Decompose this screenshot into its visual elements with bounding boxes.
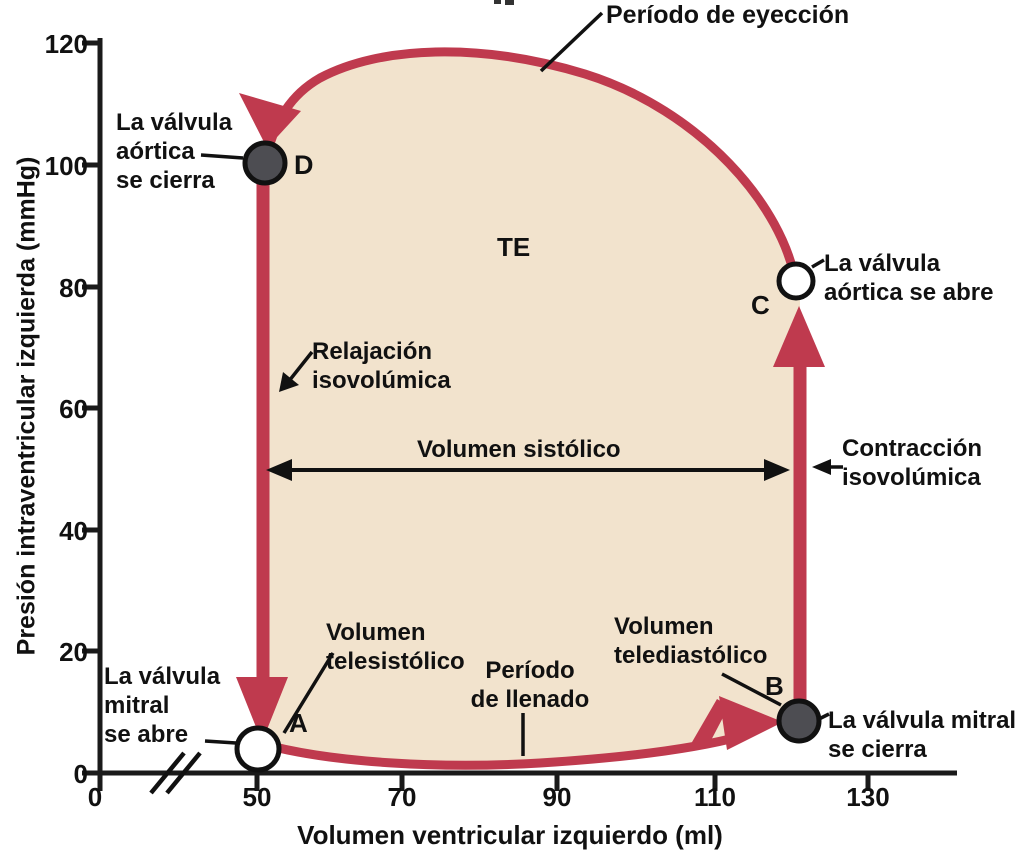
ejection-curve [261, 47, 801, 290]
label-line: se abre [104, 721, 189, 749]
label-line: aórtica se abre [824, 279, 994, 307]
axis-break-slash-1 [149, 751, 186, 795]
label-isovolumic-contraction: Contracción isovolúmica [842, 434, 982, 492]
x-axis-title: Volumen ventricular izquierdo (ml) [297, 820, 723, 850]
y-tick-label-120: 120 [44, 29, 88, 59]
point-b-marker [776, 698, 822, 744]
point-c-label: C [751, 290, 770, 320]
cropped-text-artifact [505, 0, 514, 5]
label-line: La válvula [104, 663, 221, 690]
label-line: Período [485, 657, 575, 684]
relaxation-pointer-shaft [287, 350, 314, 383]
x-tick-label-130: 130 [846, 782, 890, 812]
x-tick-label-50: 50 [242, 782, 272, 812]
label-line: telesistólico [326, 648, 465, 676]
label-mitral-valve-opens: La válvula mitral se abre [104, 662, 220, 749]
arrowhead-into-b [719, 696, 783, 750]
y-tick-label-60: 60 [59, 394, 88, 424]
label-isovolumic-relaxation: Relajación isovolúmica [312, 337, 451, 395]
point-d-label: D [294, 150, 314, 180]
point-c-marker [776, 261, 816, 301]
label-line: La válvula [116, 109, 233, 136]
label-filling-period: Período de llenado [450, 656, 610, 714]
aortic-closes-leader-line [200, 153, 244, 160]
label-line: Volumen [326, 619, 426, 646]
label-line: telediastólico [614, 642, 768, 670]
arrowhead-above-a [236, 677, 288, 742]
label-line: La válvula [824, 250, 941, 277]
x-tick-label-0: 0 [87, 782, 103, 812]
x-tick-label-110: 110 [694, 782, 736, 812]
y-tick-label-80: 80 [59, 273, 88, 303]
end-diastolic-leader-line [721, 672, 782, 707]
arrowhead-tail-kink [688, 699, 729, 749]
label-end-systolic-volume: Volumen telesistólico [326, 618, 465, 676]
mitral-opens-leader-line [204, 739, 237, 745]
label-line: Relajación [312, 338, 433, 365]
point-b-label: B [765, 671, 784, 701]
x-tick-label-90: 90 [542, 782, 572, 812]
loop-fill [258, 49, 800, 769]
contraction-pointer-head [812, 459, 831, 475]
axis-break-slash-2 [165, 751, 202, 795]
label-line: de llenado [470, 686, 590, 714]
y-tick-label-40: 40 [59, 516, 88, 546]
stroke-volume-arrow-left-head [266, 459, 292, 481]
label-line: se cierra [116, 167, 215, 195]
x-tick-label-70: 70 [387, 782, 417, 812]
end-systolic-leader-line [282, 652, 335, 734]
label-end-diastolic-volume: Volumen telediastólico [614, 612, 767, 670]
label-line: Contracción [842, 435, 983, 462]
ejection-leader-line [539, 11, 604, 73]
arrowhead-into-d [239, 93, 301, 148]
y-tick-label-100: 100 [44, 151, 88, 181]
cropped-text-artifact [494, 0, 501, 4]
label-line: se cierra [828, 736, 927, 764]
aortic-opens-leader-line [811, 258, 825, 269]
filling-curve [254, 731, 747, 770]
point-a-label: A [289, 708, 308, 738]
label-line: isovolúmica [842, 464, 981, 492]
label-line: aórtica [116, 138, 195, 166]
label-mitral-valve-closes: La válvula mitral se cierra [828, 706, 1016, 764]
label-aortic-valve-opens: La válvula aórtica se abre [824, 249, 993, 307]
label-line: Volumen [614, 613, 714, 640]
label-aortic-valve-closes: La válvula aórtica se cierra [116, 108, 232, 195]
point-a-marker [234, 725, 282, 773]
y-tick-label-0: 0 [73, 759, 88, 789]
label-line: isovolúmica [312, 367, 451, 395]
label-line: mitral [104, 692, 170, 720]
label-ejection-period: Período de eyección [606, 1, 850, 29]
arrowhead-below-c [773, 306, 825, 367]
label-line: La válvula mitral [828, 707, 1017, 734]
label-stroke-volume: Volumen sistólico [417, 436, 621, 463]
y-tick-label-20: 20 [59, 637, 88, 667]
relaxation-pointer-head [279, 372, 299, 392]
label-te: TE [497, 232, 531, 262]
point-d-marker [242, 140, 288, 186]
stroke-volume-arrow-right-head [764, 459, 790, 481]
